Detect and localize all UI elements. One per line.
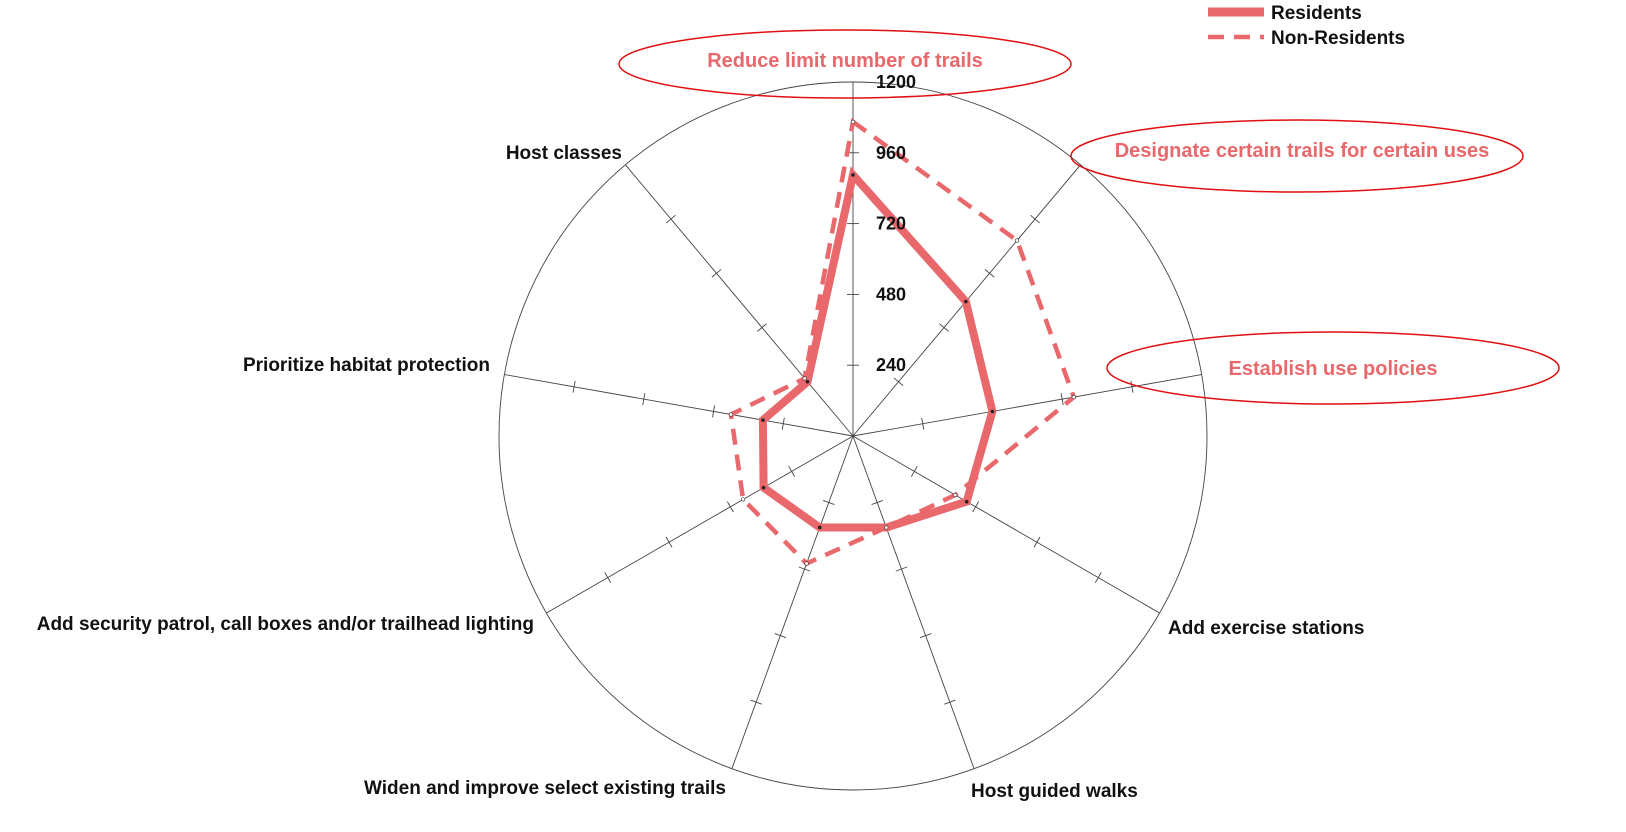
series-point-1 [884, 525, 889, 530]
category-label: Prioritize habitat protection [243, 355, 490, 376]
category-label: Host classes [506, 143, 622, 164]
axis-tick-mark [893, 377, 904, 386]
axis-tick-mark [604, 572, 612, 584]
axis-tick-mark [1060, 393, 1064, 406]
category-label: Widen and improve select existing trails [364, 778, 726, 799]
series-point-1 [802, 376, 807, 381]
series-point-1 [1071, 394, 1076, 400]
axis-tick-mark [871, 500, 884, 506]
series-point-0 [761, 485, 766, 490]
highlight-category-label: Designate certain trails for certain use… [1115, 140, 1490, 162]
radar-grid [498, 81, 1208, 791]
axis-tick-mark [774, 633, 787, 639]
highlight-ellipse [618, 29, 1072, 99]
tick-label: 240 [876, 355, 906, 375]
category-labels: Add exercise stations Host guided walks Wi… [37, 143, 1365, 802]
axis-spoke [852, 435, 975, 769]
series-point-1 [804, 561, 809, 566]
axis-tick-mark [1033, 536, 1041, 548]
highlight-annotations: Reduce limit number of trails Designate c… [618, 29, 1560, 405]
series-point-0 [761, 418, 765, 422]
highlight-ellipse [1070, 119, 1524, 193]
axis-tick-mark [572, 380, 576, 393]
series-line-0 [758, 166, 997, 532]
axis-tick-mark [939, 323, 949, 332]
radial-tick-labels: 240 480 720 960 1200 [876, 72, 916, 375]
axis-tick-mark [895, 566, 908, 572]
axis-tick-mark [822, 500, 835, 506]
radar-series [728, 117, 1077, 567]
series-point-0 [851, 173, 855, 177]
axis-tick-mark [919, 633, 932, 639]
axis-spoke [625, 164, 854, 437]
axis-tick-mark [1130, 380, 1134, 393]
series-point-1 [741, 497, 746, 502]
tick-label: 720 [876, 214, 906, 234]
axis-spoke [546, 435, 854, 614]
tick-label: 960 [876, 143, 906, 163]
tick-label: 480 [876, 284, 906, 304]
legend-label: Residents [1271, 3, 1362, 24]
axis-spoke [731, 435, 854, 769]
series-point-0 [817, 525, 822, 530]
axis-tick-mark [798, 566, 811, 572]
axis-tick-mark [750, 699, 762, 705]
axis-tick-mark [1094, 572, 1102, 584]
axis-tick-mark [972, 501, 980, 513]
axis-tick-mark [984, 269, 995, 278]
series-point-0 [964, 499, 969, 504]
series-point-1 [1014, 238, 1020, 243]
category-label: Add security patrol, call boxes and/or t… [37, 614, 534, 635]
category-label: Add exercise stations [1168, 618, 1364, 639]
axis-tick-mark [642, 393, 646, 406]
legend: Residents Non-Residents [1208, 3, 1405, 49]
axis-tick-mark [921, 417, 925, 430]
tick-label: 1200 [876, 72, 916, 92]
axis-tick-mark [910, 465, 918, 477]
series-point-0 [990, 409, 995, 414]
category-label: Host guided walks [971, 781, 1138, 802]
axis-spoke [852, 435, 1160, 614]
highlight-category-label: Establish use policies [1229, 358, 1438, 380]
axis-tick-mark [1030, 214, 1040, 224]
axis-tick-mark [711, 269, 722, 278]
series-point-1 [953, 492, 958, 498]
legend-label: Non-Residents [1271, 28, 1405, 49]
axis-tick-mark [757, 323, 767, 332]
axis-tick-mark [788, 465, 796, 477]
axis-tick-mark [781, 417, 785, 430]
axis-spoke [504, 374, 854, 437]
axis-tick-mark [712, 405, 716, 418]
axis-spoke [852, 374, 1202, 437]
axis-tick-mark [666, 214, 676, 224]
axis-tick-mark [665, 536, 673, 548]
series-point-0 [964, 299, 968, 304]
series-point-1 [850, 119, 856, 124]
axis-tick-mark [726, 501, 734, 513]
highlight-category-label: Reduce limit number of trails [707, 50, 983, 72]
series-point-1 [728, 412, 734, 417]
axis-tick-mark [944, 699, 956, 705]
series-point-0 [805, 379, 810, 384]
highlight-ellipse [1106, 331, 1560, 405]
